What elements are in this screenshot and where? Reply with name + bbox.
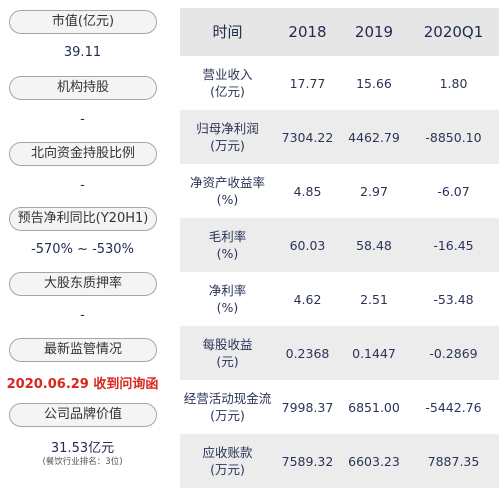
cell-2020q1: -5442.76: [425, 399, 482, 415]
brand-value-value: 31.53亿元: [50, 441, 115, 456]
cell-2018: 4.62: [293, 291, 322, 307]
brand-rank-note: (餐饮行业排名：3位): [42, 457, 123, 467]
cell-2020q1: -8850.10: [425, 129, 482, 145]
row-label: 毛利率 (%): [208, 229, 247, 261]
table-row: 营业收入 (亿元) 17.77 15.66 1.80: [180, 56, 499, 110]
cell-2019: 6603.23: [348, 453, 400, 469]
institutional-holding-value: -: [80, 112, 85, 127]
institutional-holding-label: 机构持股: [9, 76, 157, 100]
row-label: 经营活动现金流 (万元): [183, 391, 272, 423]
cell-2020q1: 1.80: [439, 75, 468, 91]
market-cap-value: 39.11: [63, 45, 102, 60]
cell-2018: 7589.32: [281, 453, 334, 469]
header-2020q1: 2020Q1: [423, 23, 484, 41]
cell-2020q1: -16.45: [433, 237, 474, 253]
northbound-holding-label: 北向资金持股比例: [9, 142, 157, 166]
row-label: 应收账款 (万元): [202, 445, 253, 477]
cell-2019: 58.48: [356, 237, 392, 253]
cell-2019: 6851.00: [348, 399, 400, 415]
cell-2018: 4.85: [293, 183, 322, 199]
table-row: 毛利率 (%) 60.03 58.48 -16.45: [180, 218, 499, 272]
cell-2019: 15.66: [356, 75, 392, 91]
financial-table: 时间 2018 2019 2020Q1 营业收入 (亿元) 17.77 15.66…: [180, 8, 499, 488]
northbound-holding-value: -: [80, 178, 85, 193]
row-label: 营业收入 (亿元): [202, 67, 253, 99]
row-label: 净资产收益率 (%): [189, 175, 265, 207]
header-2018: 2018: [288, 23, 327, 41]
cell-2019: 4462.79: [348, 129, 400, 145]
table-row: 归母净利润 (万元) 7304.22 4462.79 -8850.10: [180, 110, 499, 164]
cell-2018: 60.03: [289, 237, 326, 253]
pledge-ratio-value: -: [80, 308, 85, 323]
row-label: 净利率 (%): [208, 283, 247, 315]
pledge-ratio-label: 大股东质押率: [9, 272, 157, 296]
cell-2020q1: -0.2869: [429, 345, 478, 361]
row-label: 每股收益 (元): [202, 337, 253, 369]
brand-value-label: 公司品牌价值: [9, 403, 157, 427]
stock-info-panel: 市值(亿元) 39.11 机构持股 - 北向资金持股比例 - 预告净利同比(Y2…: [0, 0, 165, 498]
cell-2018: 7304.22: [281, 129, 334, 145]
market-cap-label: 市值(亿元): [9, 10, 157, 34]
header-time: 时间: [212, 22, 243, 41]
regulatory-status-value: 2020.06.29 收到问询函: [6, 377, 159, 392]
cell-2018: 0.2368: [285, 345, 330, 361]
table-header: 时间 2018 2019 2020Q1: [180, 8, 499, 56]
table-row: 应收账款 (万元) 7589.32 6603.23 7887.35: [180, 434, 499, 488]
profit-forecast-value: -570% ~ -530%: [31, 242, 134, 257]
header-2019: 2019: [354, 23, 394, 41]
cell-2019: 2.51: [360, 291, 388, 307]
cell-2020q1: 7887.35: [427, 453, 480, 469]
cell-2019: 2.97: [360, 183, 388, 199]
cell-2018: 7998.37: [281, 399, 334, 415]
table-row: 净利率 (%) 4.62 2.51 -53.48: [180, 272, 499, 326]
table-row: 净资产收益率 (%) 4.85 2.97 -6.07: [180, 164, 499, 218]
regulatory-status-label: 最新监管情况: [9, 338, 157, 362]
row-label: 归母净利润 (万元): [196, 121, 259, 153]
table-row: 每股收益 (元) 0.2368 0.1447 -0.2869: [180, 326, 499, 380]
table-row: 经营活动现金流 (万元) 7998.37 6851.00 -5442.76: [180, 380, 499, 434]
cell-2020q1: -53.48: [433, 291, 474, 307]
cell-2020q1: -6.07: [437, 183, 470, 199]
profit-forecast-label: 预告净利同比(Y20H1): [9, 207, 157, 231]
cell-2019: 0.1447: [352, 345, 396, 361]
cell-2018: 17.77: [289, 75, 326, 91]
